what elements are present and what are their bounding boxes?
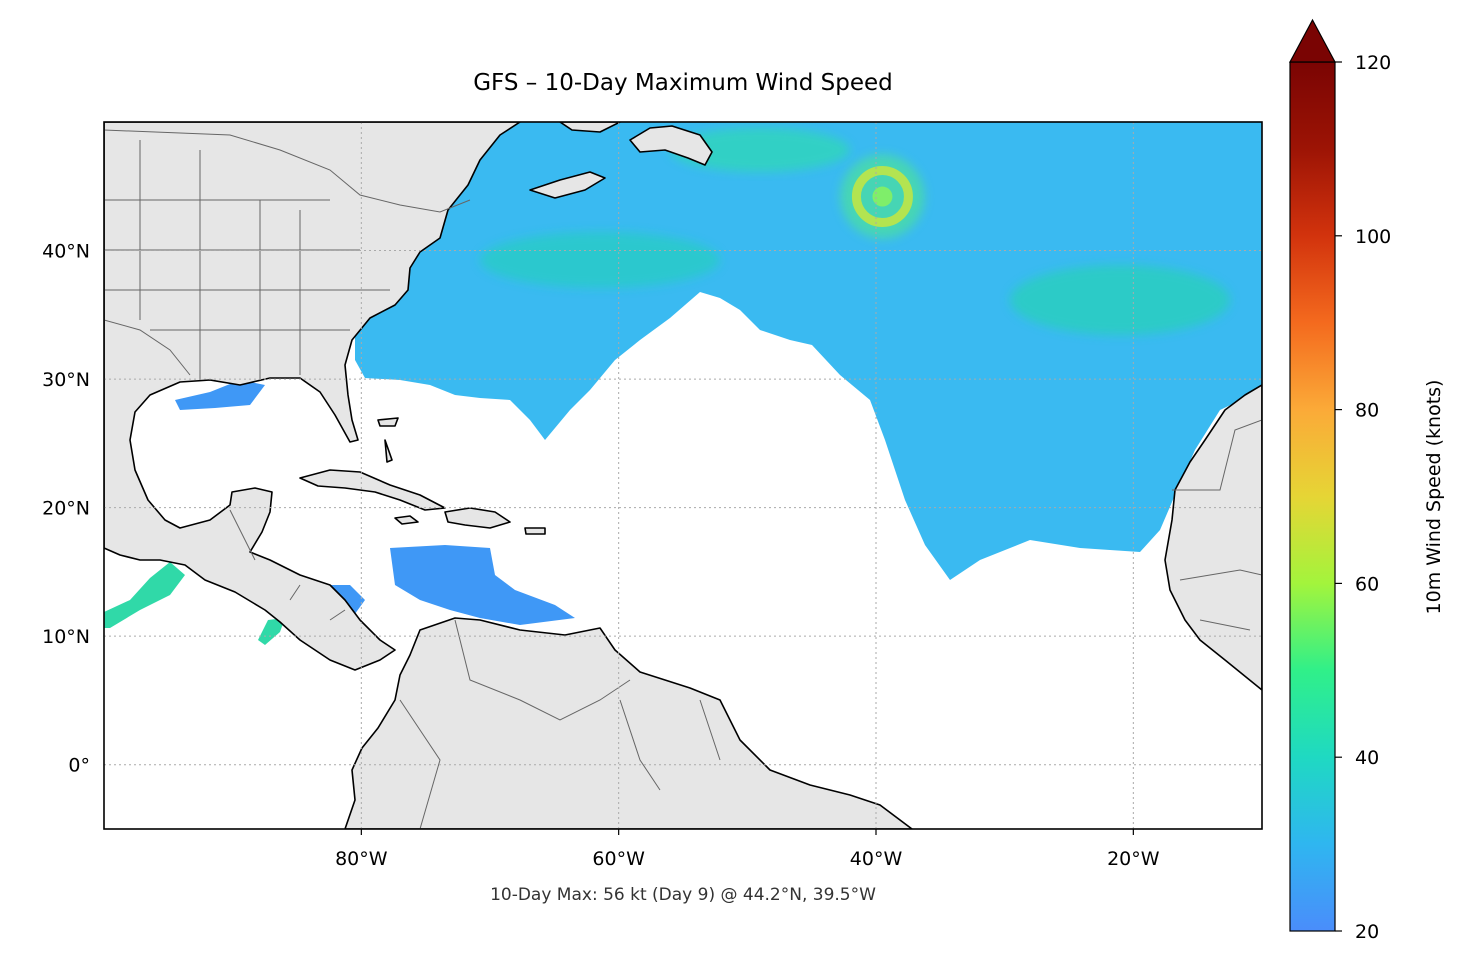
- wind-streak: [1010, 265, 1230, 335]
- land-africa: [1164, 384, 1262, 691]
- colorbar-gradient: [1289, 61, 1336, 932]
- lat-tick-label: 10°N: [42, 626, 90, 648]
- land-newfoundland: [629, 125, 713, 166]
- lon-tick-label: 60°W: [592, 848, 645, 870]
- land-jamaica: [394, 515, 419, 525]
- land-greenland-tip: [559, 122, 621, 133]
- colorbar-tick-label: 120: [1355, 52, 1391, 74]
- gridlines: [104, 122, 1262, 829]
- land-puerto-rico: [524, 527, 546, 535]
- latitude-tick-labels: 40°N 30°N 20°N 10°N 0°: [42, 241, 90, 777]
- lon-tick-label: 40°W: [850, 848, 903, 870]
- land-cuba: [299, 469, 446, 511]
- land-nova-scotia: [529, 171, 606, 199]
- colorbar: 20 40 60 80 100 120 10m Wind Speed (knots): [1288, 18, 1445, 943]
- land: [104, 122, 1262, 829]
- map-frame: [103, 121, 1263, 830]
- longitude-tick-labels: 80°W 60°W 40°W 20°W: [335, 829, 1160, 870]
- map-caption: 10-Day Max: 56 kt (Day 9) @ 44.2°N, 39.5…: [490, 885, 876, 905]
- land-hispaniola: [444, 507, 511, 529]
- lat-tick-label: 40°N: [42, 241, 90, 263]
- wind-field-papagayo: [258, 618, 285, 645]
- colorbar-ticks: 20 40 60 80 100 120: [1335, 52, 1391, 943]
- lon-tick-label: 20°W: [1107, 848, 1160, 870]
- lat-tick-label: 30°N: [42, 369, 90, 391]
- storm-vortex-ring: [851, 166, 913, 228]
- land-south-america: [344, 617, 913, 829]
- colorbar-tick-label: 100: [1355, 226, 1391, 248]
- wind-streak: [480, 232, 720, 288]
- colorbar-extend-arrow: [1288, 18, 1337, 63]
- land-north-america: [104, 122, 521, 671]
- colorbar-tick-label: 40: [1355, 747, 1379, 769]
- colorbar-tick-label: 20: [1355, 921, 1379, 943]
- map-title: GFS – 10-Day Maximum Wind Speed: [473, 70, 893, 96]
- wind-field-tehuantepec: [104, 562, 185, 628]
- wind-field-caribbean: [390, 545, 575, 625]
- storm-vortex-core: [872, 186, 893, 207]
- political-borders: [104, 129, 1262, 829]
- border-central-america: [229, 509, 346, 621]
- border-states: [104, 140, 390, 380]
- lat-tick-label: 20°N: [42, 498, 90, 520]
- lon-tick-label: 80°W: [335, 848, 388, 870]
- colorbar-tick-label: 60: [1355, 573, 1379, 595]
- storm-vortex: [840, 154, 925, 239]
- wind-streak: [670, 128, 850, 172]
- border-us-canada: [104, 129, 471, 213]
- lat-tick-label: 0°: [68, 755, 90, 777]
- border-africa: [1172, 419, 1262, 631]
- border-us-mexico: [104, 319, 191, 376]
- colorbar-tick-label: 80: [1355, 400, 1379, 422]
- land-bahamas: [377, 417, 399, 463]
- border-south-america: [399, 619, 721, 829]
- wind-field-gulf: [175, 380, 265, 410]
- colorbar-label: 10m Wind Speed (knots): [1423, 380, 1445, 615]
